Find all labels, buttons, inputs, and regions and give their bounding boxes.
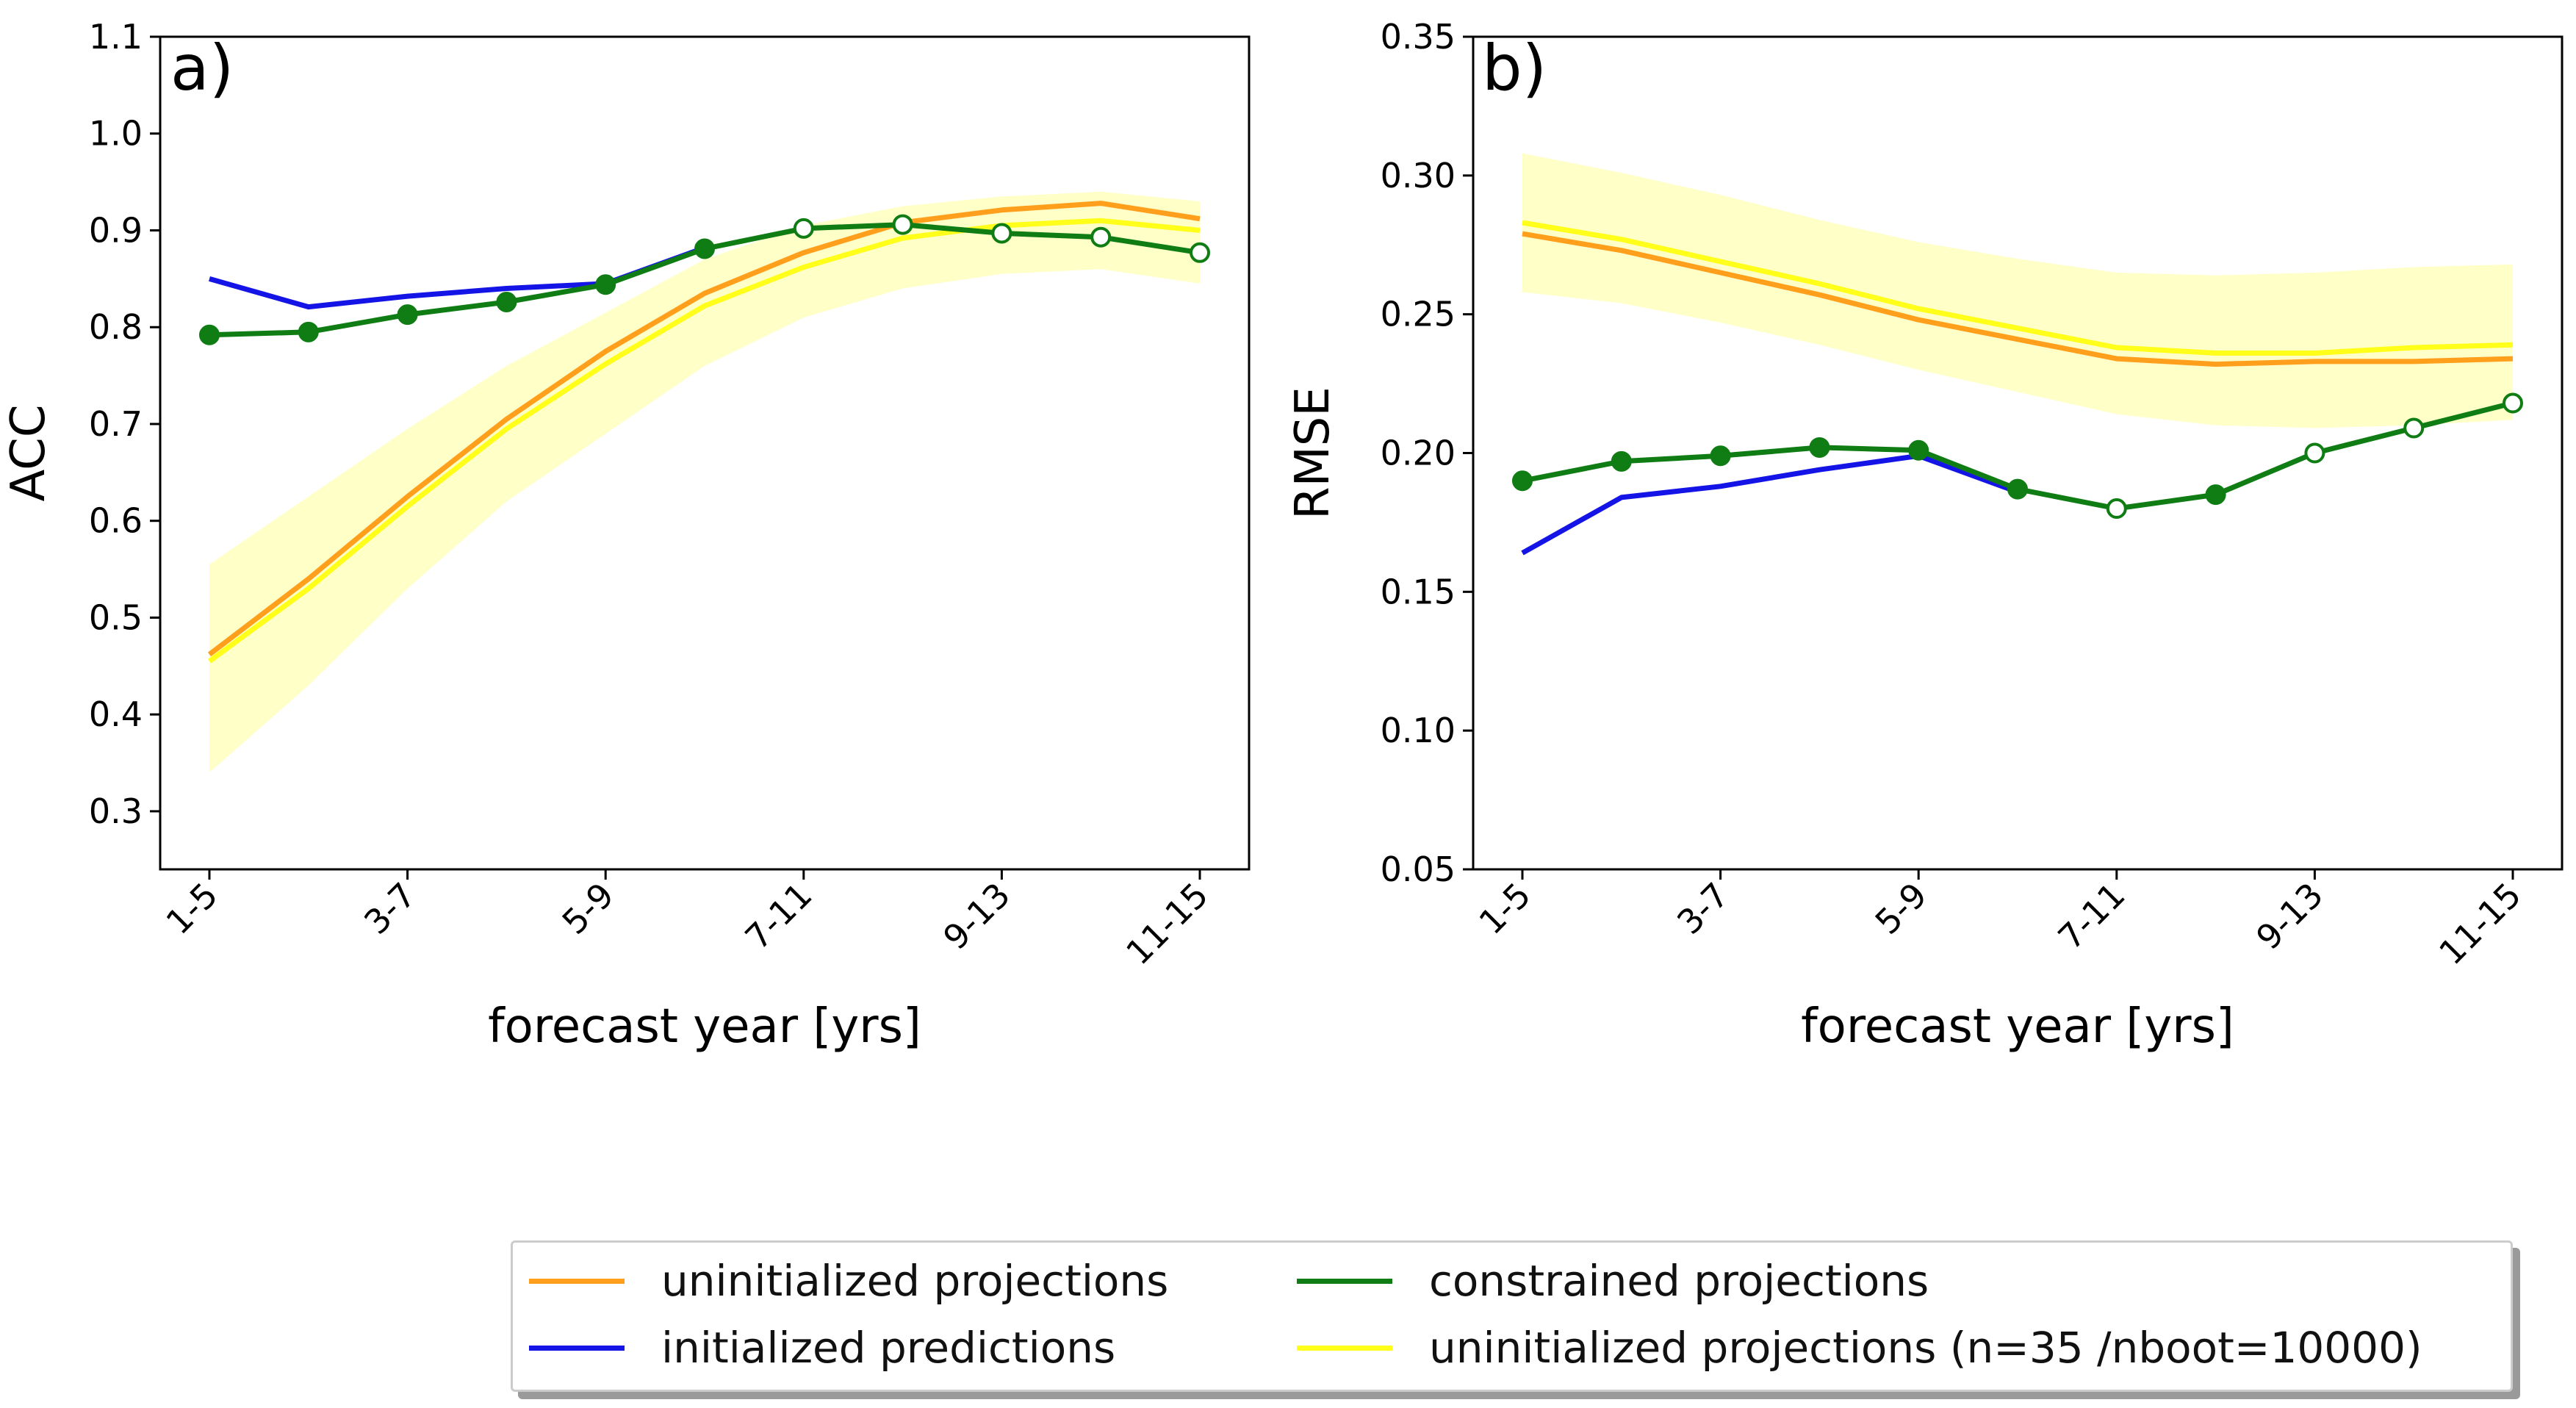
- x-tick-label: 1-5: [158, 875, 225, 942]
- legend-swatch-constrained: [1297, 1278, 1392, 1284]
- series-uninitialized-projections: [207, 201, 1201, 657]
- data-point: [991, 223, 1012, 244]
- series-uninitialized-projections-n-35-nboot-10000: [207, 218, 1201, 664]
- confidence-band: [209, 191, 1200, 773]
- series-line: [207, 218, 1201, 664]
- legend-label-uninitialized: uninitialized projections: [661, 1256, 1169, 1306]
- y-tick-label: 0.20: [1381, 434, 1456, 473]
- y-tick-label: 0.10: [1381, 711, 1456, 750]
- y-axis-label: RMSE: [1286, 387, 1340, 520]
- confidence-band: [1522, 153, 2513, 428]
- legend-swatch-bootstrap: [1297, 1345, 1392, 1351]
- series-constrained-projections: [199, 214, 1210, 345]
- data-point: [595, 274, 616, 295]
- panel-label: b): [1482, 32, 1547, 105]
- data-point: [2106, 498, 2127, 520]
- data-point: [496, 291, 517, 312]
- x-axis-label: forecast year [yrs]: [1801, 999, 2234, 1054]
- y-tick-label: 0.5: [89, 597, 143, 637]
- data-point: [2403, 417, 2425, 439]
- legend-item-initialized: initialized predictions: [529, 1323, 1116, 1373]
- series-uninitialized-projections: [1522, 231, 2514, 367]
- data-point: [1908, 439, 1929, 461]
- y-tick-label: 0.9: [89, 210, 143, 250]
- data-point: [694, 238, 715, 259]
- y-tick-label: 0.25: [1381, 295, 1456, 334]
- legend-label-constrained: constrained projections: [1429, 1256, 1929, 1306]
- panel-a-acc: 0.3 0.4 0.5 0.6 0.7 0.8 0.9 1.0 1.1 1-5 3-7 5-9 7-11…: [1, 17, 1251, 1054]
- data-point: [1512, 470, 1533, 492]
- series-uninitialized-projections-n-35-nboot-10000: [1522, 220, 2514, 356]
- data-point: [1090, 226, 1112, 248]
- y-tick-label: 0.8: [89, 307, 143, 347]
- data-point: [1710, 445, 1731, 467]
- y-tick-label: 0.3: [89, 791, 143, 831]
- axes-frame: [159, 35, 1251, 871]
- legend-label-initialized: initialized predictions: [661, 1323, 1116, 1373]
- legend-item-bootstrap: uninitialized projections (n=35 /nboot=1…: [1297, 1323, 2422, 1373]
- data-point: [1190, 242, 1210, 263]
- y-tick-label: 0.35: [1381, 17, 1456, 57]
- y-tick-label: 0.4: [89, 694, 143, 734]
- data-point: [397, 304, 418, 326]
- x-tick-label: 5-9: [1868, 875, 1935, 942]
- series-line: [1522, 231, 2514, 367]
- legend-item-constrained: constrained projections: [1297, 1256, 1929, 1306]
- x-tick-label: 11-15: [1118, 875, 1216, 973]
- y-tick-label: 0.30: [1381, 156, 1456, 195]
- data-point: [199, 324, 220, 345]
- x-tick-label: 3-7: [1669, 875, 1736, 942]
- series-constrained-projections: [1512, 392, 2523, 520]
- y-tick-label: 0.15: [1381, 572, 1456, 611]
- x-tick-label: 7-11: [2051, 875, 2133, 958]
- y-tick-label: 0.7: [89, 404, 143, 444]
- data-point: [892, 214, 913, 235]
- x-tick-label: 3-7: [356, 875, 423, 942]
- x-tick-label: 5-9: [555, 875, 622, 942]
- data-point: [1809, 437, 1830, 458]
- y-tick-label: 0.6: [89, 501, 143, 541]
- panel-label: a): [170, 32, 234, 105]
- data-point: [2205, 484, 2226, 506]
- legend: uninitialized projections initialized pr…: [511, 1240, 2513, 1392]
- y-tick-label: 1.0: [89, 114, 143, 154]
- data-point: [793, 218, 814, 239]
- series-line: [1522, 220, 2514, 356]
- x-tick-label: 9-13: [935, 875, 1018, 958]
- panel-b-rmse: 0.05 0.10 0.15 0.20 0.25 0.30 0.35 1-5 3-7 5-9 7-1…: [1286, 17, 2564, 1054]
- x-tick-label: 11-15: [2431, 875, 2529, 973]
- y-tick-label: 0.05: [1381, 850, 1456, 889]
- series-line: [207, 201, 1201, 657]
- data-point: [2304, 442, 2325, 464]
- x-tick-label: 9-13: [2248, 875, 2331, 958]
- data-point: [2007, 478, 2028, 500]
- series-line: [1521, 453, 2019, 556]
- data-point: [298, 321, 319, 342]
- data-point: [2503, 392, 2523, 414]
- x-axis-label: forecast year [yrs]: [488, 999, 921, 1054]
- legend-item-uninitialized: uninitialized projections: [529, 1256, 1169, 1306]
- x-tick-label: 7-11: [738, 875, 820, 958]
- axes-frame: [1472, 35, 2564, 871]
- legend-swatch-uninitialized: [529, 1278, 625, 1284]
- y-axis-label: ACC: [1, 404, 56, 501]
- data-point: [1611, 450, 1632, 472]
- series-initialized-predictions: [1521, 453, 2019, 556]
- y-tick-label: 1.1: [89, 17, 143, 57]
- legend-label-bootstrap: uninitialized projections (n=35 /nboot=1…: [1429, 1323, 2422, 1373]
- x-tick-label: 1-5: [1471, 875, 1538, 942]
- legend-swatch-initialized: [529, 1345, 625, 1351]
